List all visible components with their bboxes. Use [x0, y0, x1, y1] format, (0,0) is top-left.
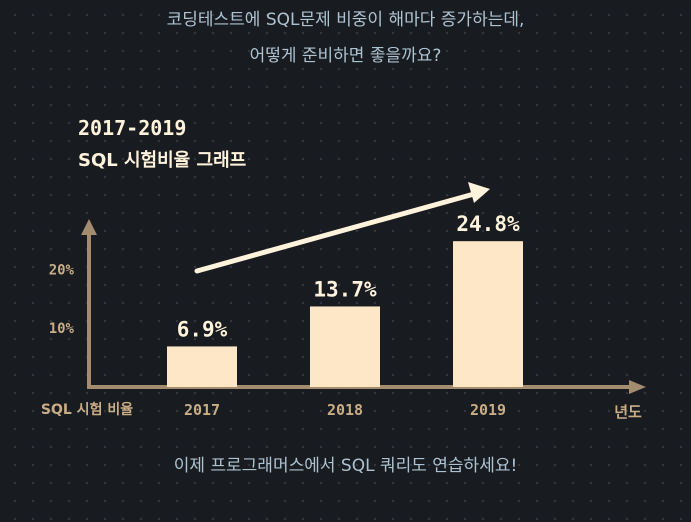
trend-arrow-head	[468, 182, 490, 203]
chart-title: SQL 시험비율 그래프	[78, 150, 247, 171]
intro-line-1: 코딩테스트에 SQL문제 비중이 해마다 증가하는데,	[166, 10, 525, 30]
intro-line-2: 어떻게 준비하면 좋을까요?	[249, 46, 442, 66]
y-tick-label: 20%	[49, 262, 75, 278]
bar-2018	[310, 306, 380, 387]
x-axis-arrowhead	[629, 380, 646, 394]
data-label: 13.7%	[313, 277, 377, 301]
y-axis-label: SQL 시험 비율	[41, 401, 133, 418]
x-tick-label: 2017	[184, 401, 220, 419]
bar-2019	[453, 241, 523, 387]
trend-arrow-line	[194, 191, 477, 274]
chart-title-years: 2017-2019	[78, 116, 187, 140]
y-axis-arrowhead	[81, 219, 97, 235]
data-label: 6.9%	[177, 317, 228, 341]
data-label: 24.8%	[456, 212, 520, 236]
x-tick-label: 2018	[327, 401, 363, 419]
x-tick-label: 2019	[470, 401, 506, 419]
y-tick-label: 10%	[49, 321, 75, 337]
bar-2017	[167, 346, 237, 387]
footer-message: 이제 프로그래머스에서 SQL 쿼리도 연습하세요!	[173, 456, 518, 476]
x-axis-label: 년도	[614, 403, 642, 421]
